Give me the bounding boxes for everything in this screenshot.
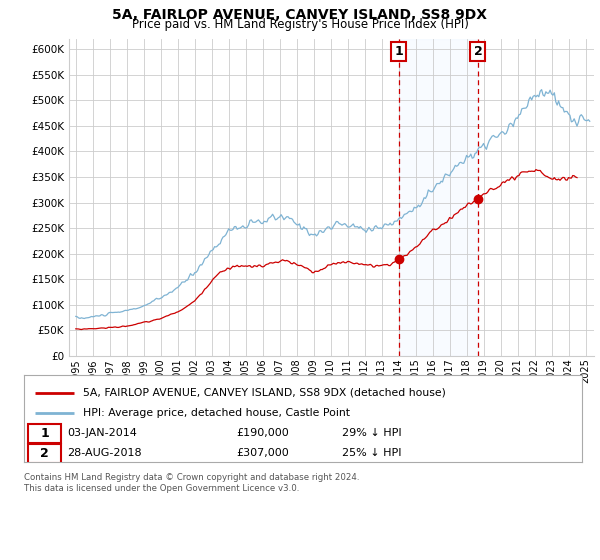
Text: 29% ↓ HPI: 29% ↓ HPI [342,428,401,438]
Bar [398,39,478,356]
Text: 2: 2 [40,447,49,460]
Text: 25% ↓ HPI: 25% ↓ HPI [342,449,401,458]
Text: £190,000: £190,000 [236,428,289,438]
Text: 28-AUG-2018: 28-AUG-2018 [68,449,142,458]
Text: 1: 1 [40,427,49,440]
Text: 03-JAN-2014: 03-JAN-2014 [68,428,137,438]
Text: Contains HM Land Registry data © Crown copyright and database right 2024.
This d: Contains HM Land Registry data © Crown c… [24,473,359,493]
Text: 2: 2 [473,45,482,58]
Text: £307,000: £307,000 [236,449,289,458]
FancyBboxPatch shape [28,444,61,463]
Text: 1: 1 [394,45,403,58]
Text: HPI: Average price, detached house, Castle Point: HPI: Average price, detached house, Cast… [83,408,350,418]
Text: 5A, FAIRLOP AVENUE, CANVEY ISLAND, SS8 9DX: 5A, FAIRLOP AVENUE, CANVEY ISLAND, SS8 9… [113,8,487,22]
Text: 5A, FAIRLOP AVENUE, CANVEY ISLAND, SS8 9DX (detached house): 5A, FAIRLOP AVENUE, CANVEY ISLAND, SS8 9… [83,388,445,398]
Text: Price paid vs. HM Land Registry's House Price Index (HPI): Price paid vs. HM Land Registry's House … [131,18,469,31]
FancyBboxPatch shape [28,424,61,443]
